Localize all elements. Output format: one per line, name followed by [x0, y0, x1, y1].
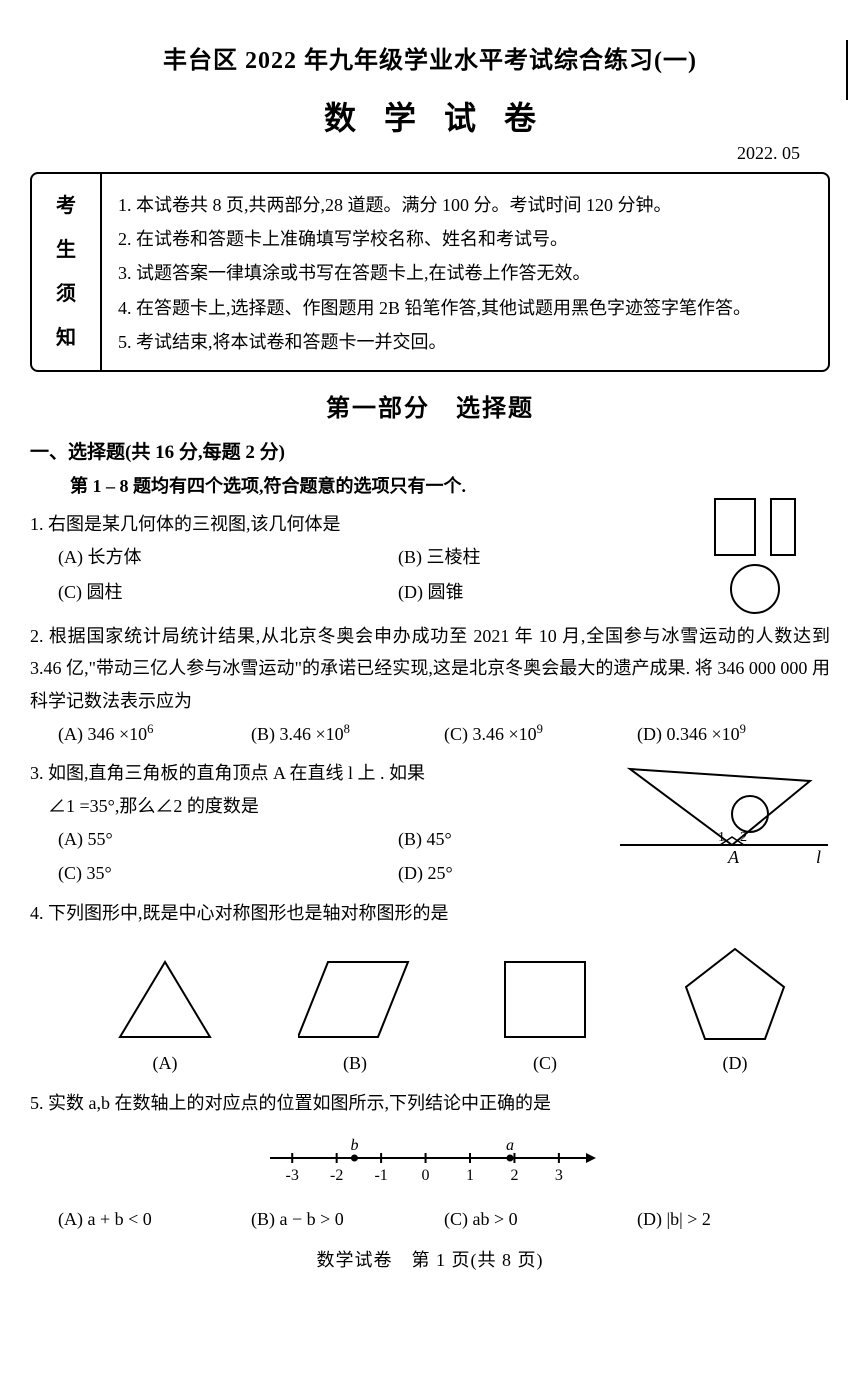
q4-label-b: (B) [270, 1047, 440, 1079]
question-2: 2. 根据国家统计局统计结果,从北京冬奥会申办成功至 2021 年 10 月,全… [30, 620, 830, 751]
q5-options: (A) a + b < 0 (B) a − b > 0 (C) ab > 0 (… [58, 1202, 830, 1236]
q3-options: (A) 55° (B) 45° (C) 35° (D) 25° [58, 822, 620, 890]
notice-text: 5. 考试结束,将本试卷和答题卡一并交回。 [118, 325, 447, 359]
notice-list: 1. 本试卷共 8 页,共两部分,28 道题。满分 100 分。考试时间 120… [102, 174, 828, 370]
q2-opt-d: (D) 0.346 ×109 [637, 717, 830, 751]
notice-text: 2. 在试卷和答题卡上准确填写学校名称、姓名和考试号。 [118, 222, 568, 256]
q4-shape-a: (A) [80, 957, 250, 1079]
part-title: 第一部分 选择题 [30, 388, 830, 423]
q4-label-d: (D) [650, 1047, 820, 1079]
q5-opt-c: (C) ab > 0 [444, 1202, 637, 1236]
q2-opt-c: (C) 3.46 ×109 [444, 717, 637, 751]
q3-stem-1: 3. 如图,直角三角板的直角顶点 A 在直线 l 上 . 如果 [30, 757, 620, 789]
notice-item: 1. 本试卷共 8 页,共两部分,28 道题。满分 100 分。考试时间 120… [118, 188, 812, 222]
svg-text:b: b [350, 1137, 358, 1154]
q1-opt-d: (D) 圆锥 [398, 575, 680, 609]
q5-opt-b: (B) a − b > 0 [251, 1202, 444, 1236]
q1-opt-c: (C) 圆柱 [58, 575, 398, 609]
main-title: 丰台区 2022 年九年级学业水平考试综合练习(一) [30, 40, 830, 75]
q3-opt-c: (C) 35° [58, 856, 398, 890]
q5-opt-d: (D) |b| > 2 [637, 1202, 830, 1236]
notice-item: 2. 在试卷和答题卡上准确填写学校名称、姓名和考试号。 [118, 222, 812, 256]
svg-text:2: 2 [510, 1167, 518, 1184]
q2-opt-a: (A) 346 ×106 [58, 717, 251, 751]
q4-label-a: (A) [80, 1047, 250, 1079]
q3-opt-b: (B) 45° [398, 822, 620, 856]
square-icon [495, 957, 595, 1047]
svg-text:0: 0 [422, 1167, 430, 1184]
notice-item: 5. 考试结束,将本试卷和答题卡一并交回。 [118, 325, 812, 359]
q1-figure [680, 498, 830, 614]
notice-char-1: 考 [56, 184, 76, 228]
parallelogram-icon [298, 957, 413, 1047]
q3-opt-d: (D) 25° [398, 856, 620, 890]
exam-date: 2022. 05 [30, 143, 830, 164]
q5-stem: 5. 实数 a,b 在数轴上的对应点的位置如图所示,下列结论中正确的是 [30, 1087, 830, 1119]
three-view-top-icon [730, 564, 780, 614]
q1-opt-b: (B) 三棱柱 [398, 540, 680, 574]
q3-figure: 1 2 A l [620, 759, 830, 869]
q1-opt-a: (A) 长方体 [58, 540, 398, 574]
question-1: 1. 右图是某几何体的三视图,该几何体是 (A) 长方体 (B) 三棱柱 (C)… [30, 508, 830, 614]
line-l-label: l [816, 847, 821, 867]
svg-text:3: 3 [555, 1167, 563, 1184]
notice-box: 考 生 须 知 1. 本试卷共 8 页,共两部分,28 道题。满分 100 分。… [30, 172, 830, 372]
svg-text:a: a [506, 1137, 514, 1154]
q4-shape-c: (C) [460, 957, 630, 1079]
triangle-icon [110, 957, 220, 1047]
q1-stem: 1. 右图是某几何体的三视图,该几何体是 [30, 508, 680, 540]
q3-opt-a: (A) 55° [58, 822, 398, 856]
q4-stem: 4. 下列图形中,既是中心对称图形也是轴对称图形的是 [30, 897, 830, 929]
q2-options: (A) 346 ×106 (B) 3.46 ×108 (C) 3.46 ×109… [58, 717, 830, 751]
subject-title: 数学试卷 [30, 93, 830, 139]
pentagon-icon [680, 947, 790, 1047]
q4-shape-b: (B) [270, 957, 440, 1079]
notice-text: 4. 在答题卡上,选择题、作图题用 2B 铅笔作答,其他试题用黑色字迹签字笔作答… [118, 291, 751, 325]
notice-left-label: 考 生 须 知 [32, 174, 102, 370]
q2-opt-b: (B) 3.46 ×108 [251, 717, 444, 751]
notice-char-4: 知 [56, 316, 76, 360]
three-view-front-icon [714, 498, 756, 556]
q5-opt-a: (A) a + b < 0 [58, 1202, 251, 1236]
three-view-side-icon [770, 498, 796, 556]
sub-head: 第 1 – 8 题均有四个选项,符合题意的选项只有一个. [70, 472, 830, 498]
notice-char-3: 须 [56, 272, 76, 316]
question-4: 4. 下列图形中,既是中心对称图形也是轴对称图形的是 (A) (B) (C) (… [30, 897, 830, 1080]
question-5: 5. 实数 a,b 在数轴上的对应点的位置如图所示,下列结论中正确的是 -3 -2… [30, 1087, 830, 1236]
svg-text:-3: -3 [286, 1167, 299, 1184]
svg-text:1: 1 [466, 1167, 474, 1184]
q4-label-c: (C) [460, 1047, 630, 1079]
q1-options: (A) 长方体 (B) 三棱柱 (C) 圆柱 (D) 圆锥 [58, 540, 680, 608]
svg-text:-2: -2 [330, 1167, 343, 1184]
point-a-label: A [727, 847, 740, 867]
q2-stem: 2. 根据国家统计局统计结果,从北京冬奥会申办成功至 2021 年 10 月,全… [30, 620, 830, 717]
svg-text:-1: -1 [374, 1167, 387, 1184]
page-edge-mark [846, 40, 848, 100]
q4-shape-row: (A) (B) (C) (D) [70, 947, 830, 1079]
triangle-ruler-icon: 1 2 A l [620, 759, 830, 869]
notice-char-2: 生 [56, 228, 76, 272]
q4-shape-d: (D) [650, 947, 820, 1079]
notice-item: 3. 试题答案一律填涂或书写在答题卡上,在试卷上作答无效。 [118, 256, 812, 290]
notice-item: 4. 在答题卡上,选择题、作图题用 2B 铅笔作答,其他试题用黑色字迹签字笔作答… [118, 291, 812, 325]
number-line-icon: -3 -2 -1 0 1 2 3 b a [260, 1130, 600, 1190]
question-3: 3. 如图,直角三角板的直角顶点 A 在直线 l 上 . 如果 ∠1 =35°,… [30, 757, 830, 890]
section-head: 一、选择题(共 16 分,每题 2 分) [30, 437, 830, 464]
q3-stem-2: ∠1 =35°,那么∠2 的度数是 [48, 790, 620, 822]
notice-text: 3. 试题答案一律填涂或书写在答题卡上,在试卷上作答无效。 [118, 256, 591, 290]
exam-page: 丰台区 2022 年九年级学业水平考试综合练习(一) 数学试卷 2022. 05… [0, 0, 860, 1292]
page-footer: 数学试卷 第 1 页(共 8 页) [30, 1246, 830, 1272]
notice-text: 1. 本试卷共 8 页,共两部分,28 道题。满分 100 分。考试时间 120… [118, 188, 672, 222]
